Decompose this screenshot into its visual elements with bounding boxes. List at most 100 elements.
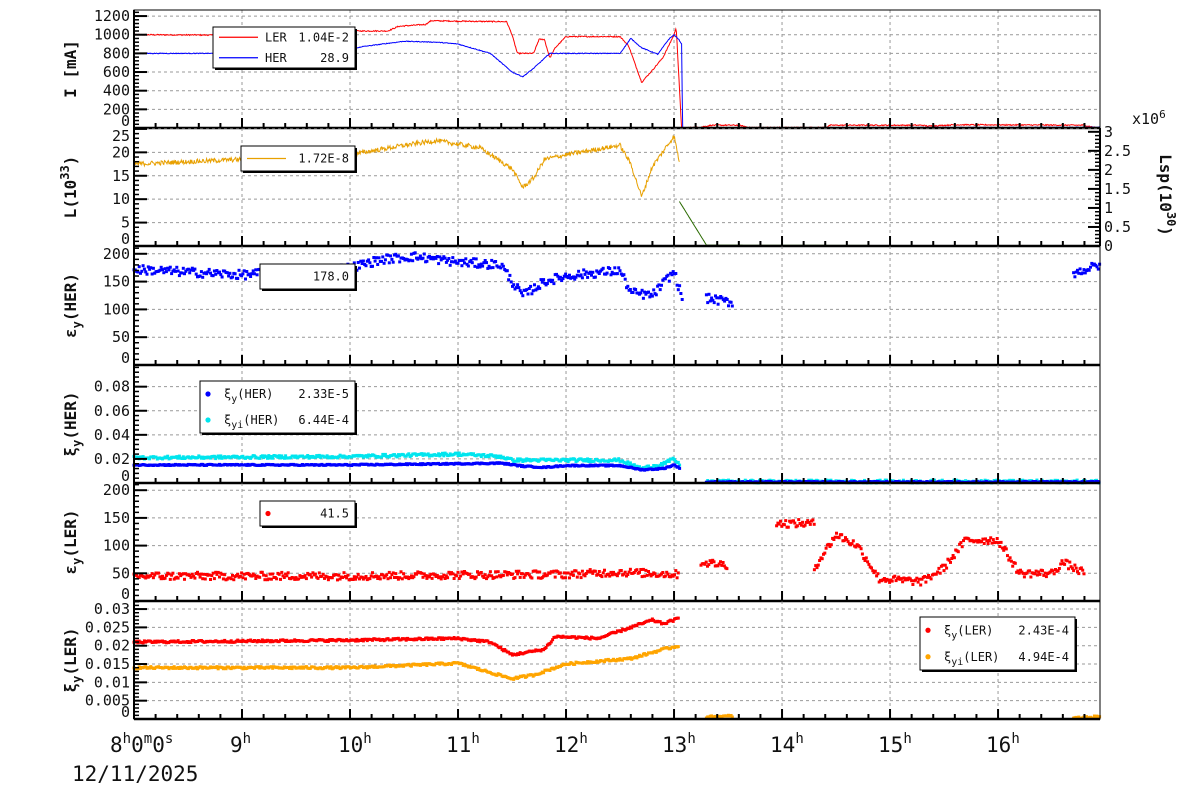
- data-point: [823, 551, 827, 555]
- data-point: [609, 273, 613, 277]
- x-tick-hour: 10: [338, 733, 363, 757]
- legend-label-rest: (HER): [237, 387, 273, 401]
- data-point: [617, 457, 621, 461]
- data-point: [247, 272, 251, 276]
- data-point: [627, 627, 631, 631]
- data-point: [1077, 271, 1081, 275]
- legend-label-sub: y: [951, 630, 957, 641]
- legend-label: ξy(HER): [224, 387, 273, 405]
- data-point: [171, 666, 175, 670]
- data-point: [206, 270, 210, 274]
- data-point: [998, 545, 1002, 548]
- data-point: [279, 456, 282, 460]
- data-point: [383, 452, 387, 456]
- x-tick-sup: h: [1011, 731, 1019, 747]
- data-point: [999, 540, 1003, 544]
- data-point: [194, 272, 198, 276]
- data-point: [1021, 571, 1025, 575]
- data-point: [313, 455, 317, 459]
- data-point: [325, 454, 329, 458]
- data-point: [180, 457, 184, 460]
- data-point: [267, 454, 271, 458]
- data-point: [597, 570, 601, 573]
- data-point: [447, 257, 451, 260]
- data-point: [177, 274, 181, 278]
- data-point: [591, 571, 595, 575]
- data-point: [487, 573, 491, 577]
- legend-box: [919, 616, 1076, 671]
- data-point: [615, 574, 619, 578]
- data-point: [269, 455, 273, 458]
- data-point: [521, 572, 525, 576]
- data-point: [177, 454, 181, 458]
- data-point: [536, 576, 540, 580]
- data-point: [233, 272, 237, 276]
- x-tick-sup: h: [363, 731, 371, 747]
- data-point: [220, 275, 224, 279]
- data-point: [511, 572, 514, 576]
- data-point: [617, 571, 621, 575]
- data-point: [383, 258, 387, 262]
- data-point: [522, 575, 526, 579]
- data-point: [722, 564, 726, 568]
- legend-value: 1.72E-8: [298, 152, 349, 166]
- data-point: [262, 573, 266, 577]
- data-point: [593, 661, 597, 664]
- data-point: [837, 536, 841, 540]
- data-point: [675, 283, 679, 287]
- data-point: [330, 576, 334, 580]
- data-point: [231, 275, 234, 279]
- data-point: [542, 671, 546, 675]
- data-point: [864, 556, 868, 560]
- data-point: [678, 284, 682, 288]
- data-point: [1076, 268, 1079, 272]
- data-point: [517, 653, 521, 656]
- data-point: [359, 259, 363, 263]
- data-point: [352, 261, 356, 265]
- data-point: [229, 577, 233, 581]
- data-point: [260, 638, 264, 642]
- data-point: [482, 261, 486, 265]
- x-tick-label: 12h: [554, 731, 588, 757]
- data-point: [571, 573, 575, 577]
- data-point: [676, 288, 680, 292]
- data-point: [455, 574, 459, 578]
- data-point: [380, 455, 383, 459]
- data-point: [158, 575, 162, 579]
- data-point: [277, 454, 281, 458]
- data-point: [356, 572, 360, 576]
- data-point: [241, 272, 245, 276]
- legend-box: [259, 500, 356, 527]
- data-point: [482, 576, 486, 579]
- data-point: [1044, 575, 1048, 579]
- data-point: [586, 457, 590, 461]
- data-point: [723, 299, 727, 303]
- data-point: [923, 575, 927, 578]
- data-point: [608, 574, 612, 578]
- y-tick-label: 0.02: [94, 450, 130, 468]
- data-point: [520, 458, 523, 462]
- data-point: [584, 270, 588, 274]
- data-point: [657, 283, 661, 287]
- data-point: [476, 570, 479, 574]
- data-point: [428, 254, 431, 258]
- data-point: [678, 466, 682, 470]
- data-point: [730, 304, 734, 308]
- data-point: [806, 519, 810, 523]
- right-title-rest: ): [1156, 226, 1175, 236]
- data-point: [342, 571, 346, 575]
- data-point: [341, 576, 345, 579]
- data-point: [267, 577, 271, 581]
- data-point: [828, 545, 832, 548]
- data-point: [558, 275, 562, 279]
- right-tick-label: 3: [1104, 123, 1113, 141]
- data-point: [189, 268, 193, 272]
- data-point: [984, 537, 987, 541]
- data-point: [212, 269, 216, 273]
- data-point: [663, 574, 667, 578]
- data-point: [1017, 571, 1021, 575]
- y-tick-label: 0.015: [85, 655, 130, 673]
- data-point: [474, 257, 478, 261]
- data-point: [518, 575, 522, 579]
